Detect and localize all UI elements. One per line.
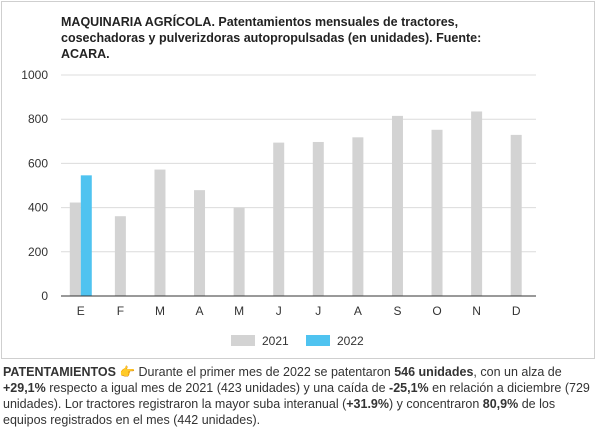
legend-swatch-2021: [231, 335, 255, 346]
bar-2021: [69, 202, 81, 296]
bar-2021: [154, 169, 166, 296]
bar-2022: [80, 175, 92, 296]
caption-lead: PATENTAMIENTOS: [3, 365, 116, 379]
chart-title: MAQUINARIA AGRÍCOLA. Patentamientos mens…: [61, 15, 482, 61]
x-tick-label: O: [432, 304, 441, 318]
bar-2021: [312, 141, 324, 296]
bar-chart: 0 200 400 600 800 1000 E F M A M J J A S O N D 2021 2022: [21, 68, 536, 348]
caption-part: 546 unidades: [394, 365, 474, 379]
x-tick-label: S: [393, 304, 401, 318]
x-tick-label: A: [196, 304, 204, 318]
bar-2021: [510, 134, 522, 296]
pointing-hand-icon: 👉: [119, 365, 136, 379]
bars: [69, 111, 522, 296]
chart-frame: [1, 1, 595, 359]
caption-body: Durante el primer mes de 2022 se patenta…: [3, 365, 590, 427]
x-tick-label: M: [234, 304, 244, 318]
bar-2021: [233, 207, 245, 296]
caption-part: , con un alza de: [473, 365, 562, 379]
y-tick-label: 400: [28, 201, 48, 215]
bar-2021: [273, 142, 285, 296]
bar-2021: [391, 115, 403, 296]
y-tick-label: 800: [28, 112, 48, 126]
bar-2021: [431, 129, 443, 296]
y-axis-ticks: 0 200 400 600 800 1000: [21, 68, 48, 303]
bar-2021: [471, 111, 483, 296]
x-tick-label: F: [117, 304, 124, 318]
x-tick-label: J: [276, 304, 282, 318]
y-tick-label: 600: [28, 156, 48, 170]
x-tick-label: E: [77, 304, 85, 318]
gridlines: [61, 74, 536, 253]
legend-label: 2021: [262, 334, 289, 348]
legend-swatch-2022: [306, 335, 330, 346]
caption-part: +29,1%: [3, 381, 46, 395]
caption-part: Durante el primer mes de 2022 se patenta…: [135, 365, 395, 379]
y-tick-label: 1000: [21, 68, 48, 82]
caption: PATENTAMIENTOS 👉 Durante el primer mes d…: [3, 364, 599, 428]
caption-part: 80,9%: [482, 397, 519, 411]
x-tick-label: N: [472, 304, 481, 318]
x-tick-label: D: [512, 304, 521, 318]
y-tick-label: 200: [28, 245, 48, 259]
bar-2021: [114, 216, 126, 296]
caption-part: ) y concentraron: [388, 397, 483, 411]
caption-part: -25,1%: [389, 381, 429, 395]
legend-label: 2022: [337, 334, 364, 348]
caption-part: respecto a igual mes de 2021 (423 unidad…: [45, 381, 390, 395]
x-tick-label: A: [354, 304, 362, 318]
legend: 2021 2022: [231, 334, 364, 348]
x-tick-label: J: [315, 304, 321, 318]
caption-part: de los equipos registrados en el mes (44…: [3, 397, 556, 427]
y-tick-label: 0: [41, 289, 48, 303]
caption-part: en relación a diciembre (729 unidades). …: [3, 381, 590, 411]
caption-part: +31.9%: [346, 397, 389, 411]
x-tick-label: M: [155, 304, 165, 318]
bar-2021: [352, 137, 364, 296]
bar-2021: [194, 190, 206, 296]
